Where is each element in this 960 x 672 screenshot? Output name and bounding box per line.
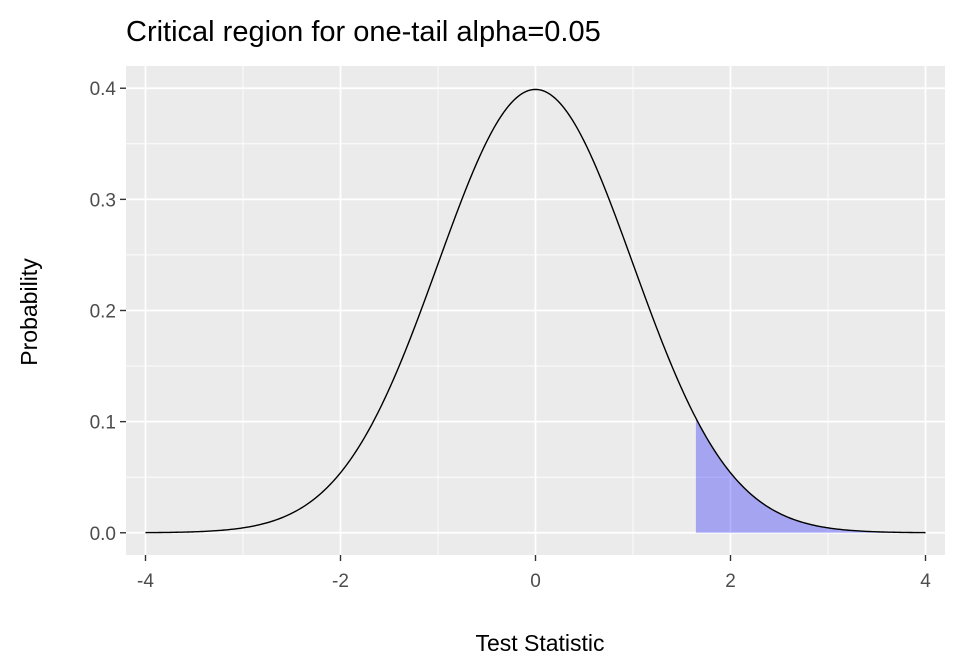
density-curve-line — [145, 88, 926, 534]
y-tick-label: 0.3 — [90, 190, 116, 211]
chart-marks — [145, 88, 926, 534]
x-tick-label: 2 — [725, 571, 736, 592]
y-axis-title: Probability — [16, 258, 42, 366]
x-axis-ticks: -4 -2 0 2 4 — [137, 555, 931, 592]
y-tick-label: 0.2 — [90, 302, 116, 323]
y-axis-ticks: 0.0 0.1 0.2 0.3 0.4 — [90, 79, 126, 545]
x-axis-title: Test Statistic — [475, 630, 604, 656]
chart-title: Critical region for one-tail alpha=0.05 — [126, 16, 601, 48]
y-tick-label: 0.4 — [90, 79, 117, 100]
x-tick-label: -4 — [137, 571, 154, 592]
x-tick-label: -2 — [332, 571, 349, 592]
x-tick-label: 4 — [920, 571, 931, 592]
x-tick-label: 0 — [530, 571, 541, 592]
y-tick-label: 0.0 — [90, 524, 116, 545]
critical-region-area — [695, 418, 926, 533]
y-tick-label: 0.1 — [90, 413, 116, 434]
